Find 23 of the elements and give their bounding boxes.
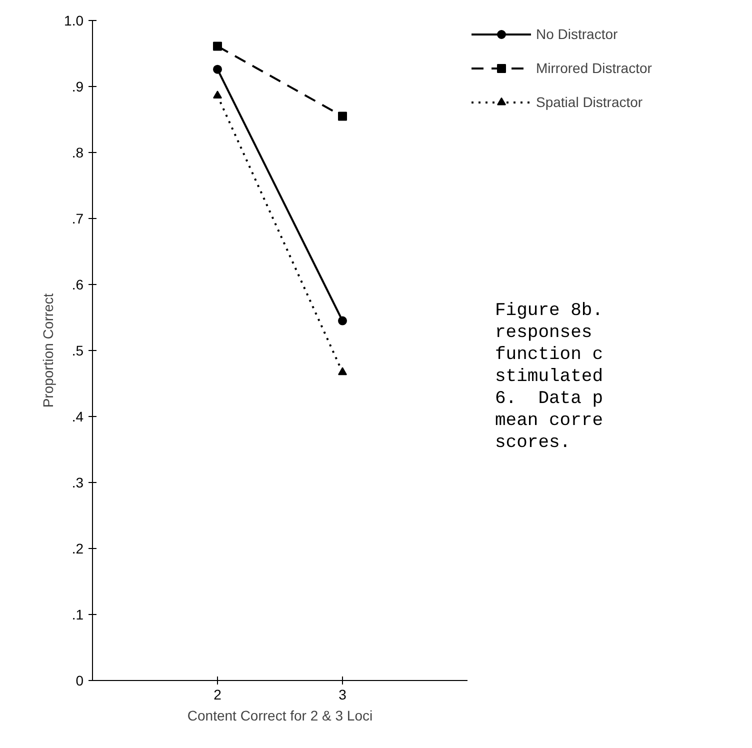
y-tick-label: .9 <box>72 78 84 94</box>
y-tick-label: .6 <box>72 276 84 292</box>
caption: Figure 8b. responses function c stimulated 6. Data p mean corre scores. <box>495 300 604 454</box>
point <box>213 64 222 74</box>
y-axis-title: Proportion Correct <box>40 293 56 408</box>
legend-label: Spatial Distractor <box>536 94 643 110</box>
x-tick-label: 3 <box>338 686 347 702</box>
point <box>338 112 347 121</box>
x-axis-title: Content Correct for 2 & 3 Loci <box>187 708 373 724</box>
y-tick-label: .1 <box>72 606 84 622</box>
point <box>213 42 222 51</box>
y-tick-label: .2 <box>72 540 84 556</box>
y-tick-label: 1.0 <box>64 12 84 28</box>
y-tick-label: .8 <box>72 144 84 160</box>
y-tick-label: .7 <box>72 210 84 226</box>
x-tick-label: 2 <box>214 686 222 702</box>
legend-label: Mirrored Distractor <box>536 60 652 76</box>
y-tick-label: 0 <box>76 672 84 688</box>
y-tick-label: .4 <box>72 408 84 424</box>
y-tick-label: .5 <box>72 342 84 358</box>
legend-label: No Distractor <box>536 26 618 42</box>
y-tick-label: .3 <box>72 474 84 490</box>
point <box>338 316 347 326</box>
